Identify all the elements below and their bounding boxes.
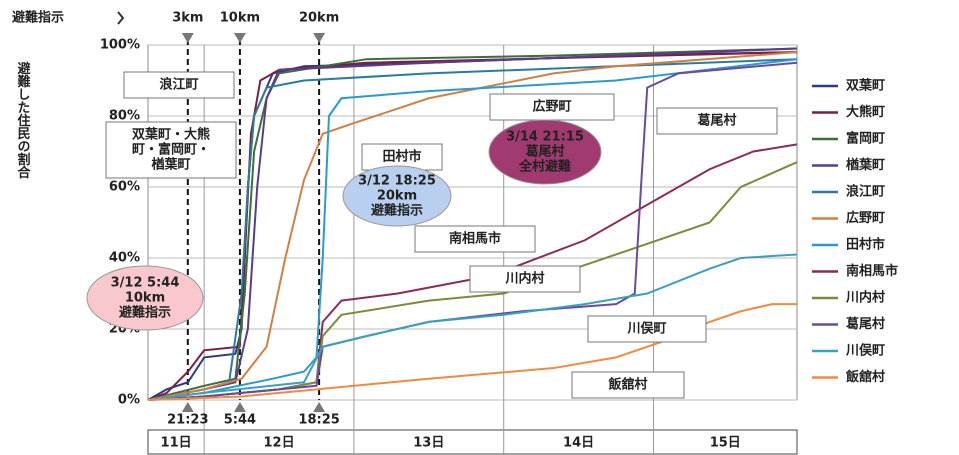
- tick-marker: [313, 402, 326, 412]
- annotation-box: [571, 371, 685, 399]
- legend-label: 南相馬市: [846, 263, 898, 279]
- y-tick-label: 40%: [109, 251, 140, 266]
- legend-label: 富岡町: [846, 131, 885, 147]
- annotation-text: 田村市: [382, 149, 421, 165]
- day-label: 15日: [710, 436, 741, 451]
- tick-marker: [233, 33, 246, 43]
- series-line: [147, 47, 798, 401]
- series-line: [147, 58, 798, 401]
- legend-label: 葛尾村: [845, 316, 885, 332]
- legend-label: 広野町: [846, 210, 885, 226]
- y-tick-label: 60%: [109, 180, 140, 195]
- annotation-box: [123, 71, 235, 99]
- zone-label: 3km: [172, 11, 203, 26]
- series-line: [147, 51, 798, 401]
- annotation-text: 避難指示: [371, 203, 423, 219]
- legend-label: 飯舘村: [845, 369, 885, 385]
- annotation-bubble: [86, 265, 204, 331]
- legend-label: 田村市: [846, 237, 885, 253]
- header: 避難指示: [12, 10, 64, 26]
- legend-label: 大熊町: [846, 104, 885, 120]
- x-tick-label: 5:44: [224, 413, 256, 428]
- day-label: 11日: [161, 436, 192, 451]
- annotation-text: 南相馬市: [449, 231, 501, 247]
- zone-label: 10km: [220, 11, 260, 26]
- day-label: 14日: [563, 436, 594, 451]
- annotation-text: 町・富岡町・: [132, 142, 210, 158]
- annotation-text: 3/12 5:44: [111, 276, 180, 291]
- legend-label: 楢葉町: [846, 157, 885, 173]
- annotation-box: [105, 121, 237, 179]
- annotation-text: 3/12 18:25: [358, 174, 436, 189]
- day-row: [147, 429, 798, 455]
- annotation-text: 全村避難: [518, 159, 571, 175]
- annotation-text: 浪江町: [159, 77, 198, 93]
- tick-marker: [233, 402, 246, 412]
- annotation-box: [469, 265, 581, 293]
- legend-label: 浪江町: [846, 184, 885, 200]
- day-label: 13日: [413, 436, 444, 451]
- annotation-text: 飯舘村: [607, 377, 647, 393]
- y-tick-label: 100%: [100, 38, 140, 53]
- day-label: 12日: [264, 436, 295, 451]
- series-line: [147, 303, 797, 401]
- tick-marker: [181, 402, 194, 412]
- annotation-text: 葛尾村: [696, 113, 736, 129]
- annotation-bubble: [342, 165, 452, 227]
- header-arrow: [117, 11, 125, 25]
- legend-label: 川俣町: [845, 343, 885, 359]
- legend-label: 川内村: [845, 290, 885, 306]
- annotation-text: 葛尾村: [524, 144, 564, 160]
- y-tick-label: 80%: [109, 109, 140, 124]
- legend-label: 双葉町: [846, 78, 885, 94]
- annotation-text: 10km: [125, 291, 165, 306]
- series-line: [147, 253, 798, 401]
- annotation-text: 双葉町・大熊: [132, 127, 210, 143]
- x-tick-label: 21:23: [167, 413, 208, 428]
- annotation-bubble: [488, 119, 602, 185]
- annotation-text: 3/14 21:15: [506, 130, 584, 145]
- annotation-box: [656, 107, 778, 135]
- annotation-text: 川俣町: [626, 321, 666, 337]
- tick-marker: [313, 33, 326, 43]
- y-tick-label: 0%: [118, 393, 140, 408]
- annotation-text: 避難指示: [119, 305, 171, 321]
- tick-marker: [181, 33, 194, 43]
- annotation-text: 楢葉町: [151, 157, 190, 173]
- zone-label: 20km: [299, 11, 339, 26]
- annotation-text: 20km: [377, 189, 417, 204]
- annotation-box: [489, 93, 615, 121]
- annotation-text: 広野町: [532, 99, 571, 115]
- annotation-box: [414, 225, 536, 253]
- annotation-text: 川内村: [504, 271, 544, 287]
- y-axis-label: 避難した住民の割合: [15, 61, 31, 180]
- x-tick-label: 18:25: [298, 413, 339, 428]
- annotation-box: [587, 315, 707, 343]
- series-line: [147, 61, 798, 401]
